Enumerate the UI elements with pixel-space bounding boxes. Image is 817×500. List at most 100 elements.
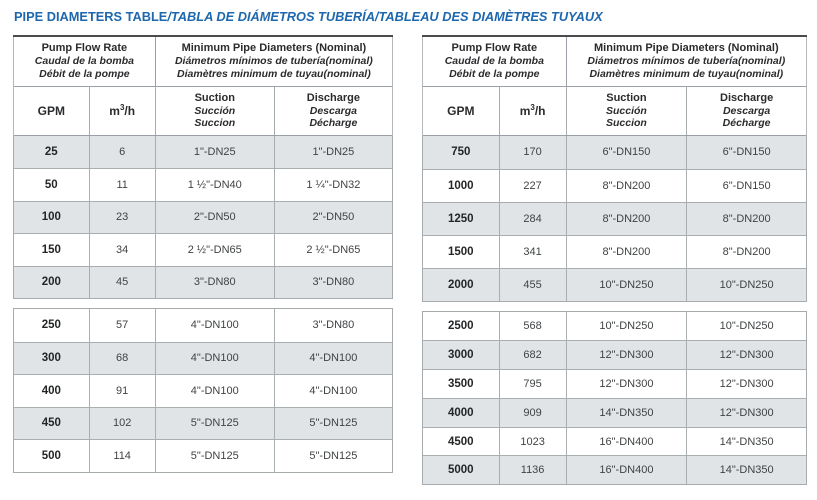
m3h-column-header: m3/h	[500, 87, 567, 135]
table-row: 4000 909 14"-DN350 12"-DN300	[423, 397, 806, 427]
diam-group-en: Minimum Pipe Diameters (Nominal)	[594, 42, 779, 54]
suction-cell: 1"-DN25	[156, 135, 275, 168]
gpm-cell: 1500	[423, 235, 500, 268]
pipe-diameters-group-header: Minimum Pipe Diameters (Nominal) Diámetr…	[567, 37, 806, 86]
discharge-cell: 10"-DN250	[719, 278, 774, 291]
discharge-cell: 10"-DN250	[719, 319, 774, 332]
gpm-cell: 4500	[423, 427, 500, 456]
m3h-cell: 227	[500, 169, 567, 202]
discharge-cell: 12"-DN300	[719, 377, 774, 390]
group-header-row: Pump Flow Rate Caudal de la bomba Débit …	[14, 37, 392, 87]
m3h-cell: 682	[500, 341, 567, 370]
gpm-cell: 400	[14, 375, 90, 407]
suction-cell: 12"-DN300	[567, 341, 688, 370]
discharge-cell: 5"-DN125	[309, 417, 358, 430]
discharge-cell: 1"-DN25	[312, 145, 355, 158]
m3h-cell: 11	[90, 169, 156, 201]
m3h-cell: 102	[90, 407, 156, 439]
flow-rate-group-header: Pump Flow Rate Caudal de la bomba Débit …	[14, 37, 156, 86]
table-row: 2500 568 10"-DN250 10"-DN250	[423, 311, 806, 341]
m3h-sup: 3	[119, 103, 125, 113]
gpm-cell: 50	[14, 169, 90, 201]
column-header-row: GPM m3/h Suction Succión Succion Dischar…	[14, 87, 392, 136]
gpm-cell: 250	[14, 309, 90, 342]
table-row: 150 34 2 ½"-DN65 2 ½"-DN65	[14, 233, 392, 266]
pipe-table-high-flow: Pump Flow Rate Caudal de la bomba Débit …	[422, 35, 807, 486]
m3h-base: m	[109, 104, 120, 119]
discharge-cell: 14"-DN350	[719, 435, 774, 448]
m3h-cell: 170	[500, 135, 567, 169]
suction-cell: 8"-DN200	[567, 169, 688, 202]
table-row: 3000 682 12"-DN300 12"-DN300	[423, 340, 806, 370]
m3h-cell: 341	[500, 235, 567, 268]
suction-cell: 12"-DN300	[567, 370, 688, 398]
column-header-row: GPM m3/h Suction Succión Succion Dischar…	[423, 87, 806, 136]
diam-group-fr: Diamètres minimum de tuyau(nominal)	[177, 67, 371, 80]
table-row: 1500 341 8"-DN200 8"-DN200	[423, 234, 806, 268]
gpm-cell: 200	[14, 266, 90, 298]
gpm-cell: 5000	[423, 456, 500, 485]
m3h-cell: 284	[500, 202, 567, 235]
gpm-column-header: GPM	[14, 87, 90, 135]
suction-es: Succión	[606, 104, 647, 117]
m3h-cell: 1023	[500, 427, 567, 456]
discharge-cell: 14"-DN350	[719, 464, 774, 477]
suction-cell: 8"-DN200	[567, 202, 688, 235]
gpm-cell: 3500	[423, 370, 500, 398]
page-title: PIPE DIAMETERS TABLE/TABLA DE DIÁMETROS …	[14, 9, 807, 24]
suction-es: Succión	[194, 104, 236, 117]
table-row: 100 23 2"-DN50 2"-DN50	[14, 200, 392, 233]
discharge-cell: 3"-DN80	[312, 319, 355, 332]
gpm-cell: 1000	[423, 169, 500, 202]
table-row: 50 11 1 ½"-DN40 1 ¼"-DN32	[14, 168, 392, 201]
diam-group-en: Minimum Pipe Diameters (Nominal)	[181, 42, 367, 54]
m3h-cell: 45	[90, 266, 156, 298]
discharge-cell: 6"-DN150	[722, 146, 771, 158]
discharge-es: Descarga	[309, 104, 358, 117]
gpm-cell: 500	[14, 440, 90, 472]
page-title-en: PIPE DIAMETERS TABLE	[14, 9, 168, 24]
suction-cell: 10"-DN250	[567, 268, 688, 301]
discharge-fr: Décharge	[722, 117, 771, 129]
suction-cell: 3"-DN80	[156, 266, 275, 298]
flow-group-en: Pump Flow Rate	[41, 42, 128, 54]
gpm-cell: 3000	[423, 341, 500, 370]
m3h-rest: /h	[124, 104, 136, 119]
tables-container: Pump Flow Rate Caudal de la bomba Débit …	[13, 35, 807, 486]
gpm-cell: 100	[14, 201, 90, 233]
table-row: 25 6 1"-DN25 1"-DN25	[14, 135, 392, 168]
suction-cell: 16"-DN400	[567, 427, 688, 456]
table-row: 300 68 4"-DN100 4"-DN100	[14, 341, 392, 374]
m3h-cell: 795	[500, 370, 567, 398]
table-body: 25 6 1"-DN25 1"-DN25 50 11 1 ½"-DN40 1 ¼"-DN32 1…	[13, 135, 393, 473]
table-body: 750 170 6"-DN150 6"-DN150 1000 227 8"-DN200 6"-…	[422, 135, 807, 486]
discharge-column-header: Discharge Descarga Décharge	[275, 87, 392, 135]
discharge-en: Discharge	[720, 92, 774, 104]
suction-cell: 5"-DN125	[156, 440, 275, 472]
flow-group-fr: Débit de la pompe	[39, 67, 130, 80]
table-row: 1000 227 8"-DN200 6"-DN150	[423, 168, 806, 202]
gpm-cell: 300	[14, 342, 90, 374]
table-section: 25 6 1"-DN25 1"-DN25 50 11 1 ½"-DN40 1 ¼"-DN32 1…	[13, 135, 393, 299]
page: PIPE DIAMETERS TABLE/TABLA DE DIÁMETROS …	[13, 9, 807, 486]
m3h-base: m	[519, 104, 531, 119]
pipe-diameters-group-header: Minimum Pipe Diameters (Nominal) Diámetr…	[156, 37, 392, 86]
table-row: 500 114 5"-DN125 5"-DN125	[14, 439, 392, 472]
table-row: 5000 1136 16"-DN400 14"-DN350	[423, 455, 806, 485]
m3h-cell: 455	[500, 268, 567, 301]
table-row: 1250 284 8"-DN200 8"-DN200	[423, 201, 806, 235]
discharge-cell: 12"-DN300	[719, 349, 774, 362]
gpm-column-header: GPM	[423, 87, 500, 135]
table-row: 750 170 6"-DN150 6"-DN150	[423, 135, 806, 169]
discharge-fr: Décharge	[309, 117, 358, 129]
suction-cell: 4"-DN100	[156, 375, 275, 407]
gpm-cell: 2500	[423, 311, 500, 341]
discharge-cell: 4"-DN100	[309, 384, 358, 397]
suction-cell: 1 ½"-DN40	[156, 169, 275, 201]
suction-fr: Succion	[606, 117, 647, 129]
discharge-cell: 6"-DN150	[722, 179, 771, 192]
suction-cell: 6"-DN150	[567, 135, 688, 169]
m3h-cell: 34	[90, 234, 156, 266]
table-row: 450 102 5"-DN125 5"-DN125	[14, 406, 392, 439]
m3h-column-header: m3/h	[90, 87, 156, 135]
